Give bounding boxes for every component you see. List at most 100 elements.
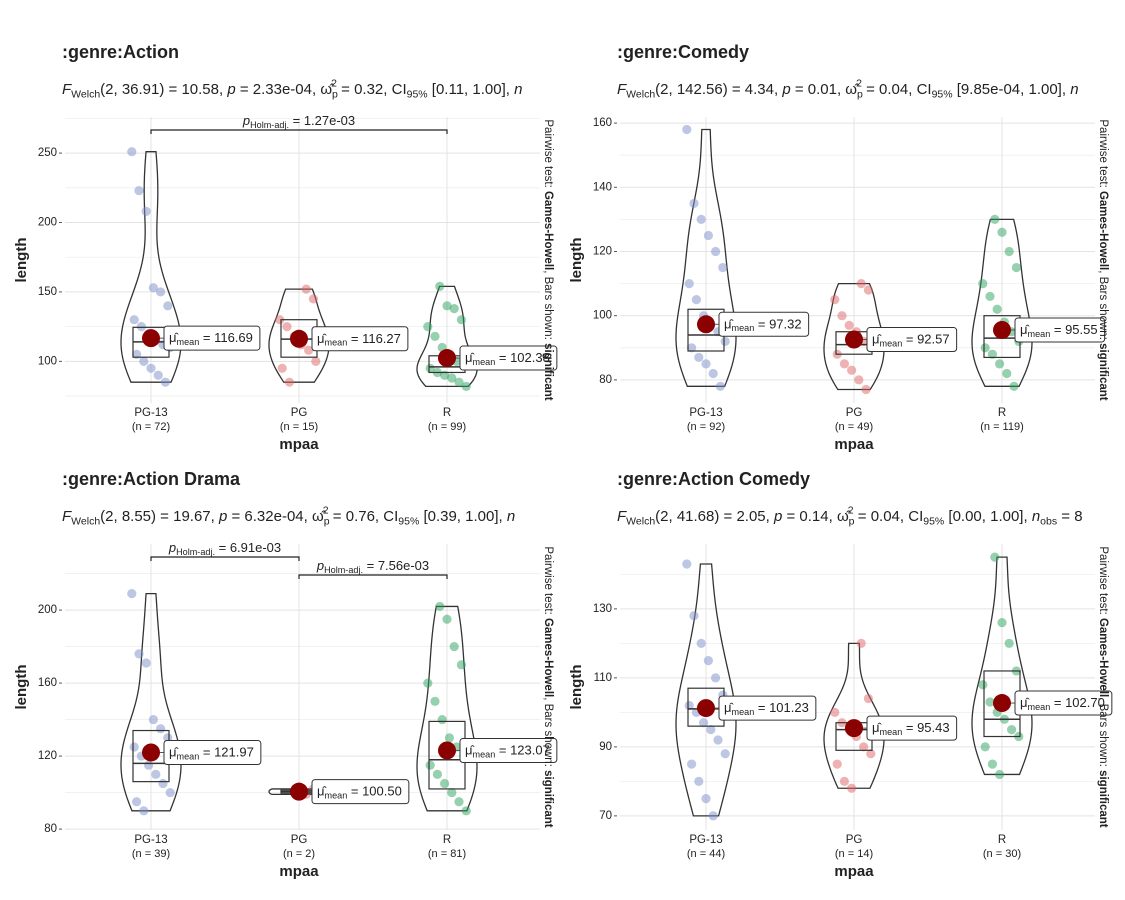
data-point [1002,368,1012,379]
mean-label: μ̂mean = 95.55 [1020,322,1098,339]
y-tick-label: 90 [599,741,612,753]
data-point [682,559,692,569]
mean-point [845,330,863,349]
mean-label: μ̂mean = 95.43 [872,721,950,738]
data-point [440,778,450,789]
x-axis-title: mpaa [279,436,319,453]
text-part: mean [732,707,755,717]
data-point [856,278,866,289]
n-label: (n = 14) [835,848,873,860]
data-point [454,797,464,807]
text-part: mean [880,339,903,349]
text-part: μ̂ [872,332,882,347]
data-point [277,363,287,373]
data-point [275,315,285,325]
data-point [423,322,433,332]
n-label: (n = 49) [835,421,873,433]
data-point [985,697,995,707]
mean-value: 95.55 [1065,322,1098,337]
data-point [837,311,847,321]
data-point [687,343,697,353]
text-part: Pairwise test: [542,546,554,618]
mean-label-box [311,779,410,805]
significance-bracket [298,574,448,579]
text-part: [0.39, 1.00], [419,508,507,525]
data-point [863,285,874,295]
y-tick-label: 200 [38,217,57,229]
text-part: mean [1028,702,1051,712]
text-part: F [617,508,627,525]
mean-value: 102.70 [1065,695,1105,710]
text-part: p [324,515,330,527]
y-tick-label: 200 [38,604,57,616]
y-tick-label: 100 [38,355,57,367]
text-part: mean [1028,329,1051,339]
mean-value: 123.07 [510,743,550,758]
text-part: Pairwise test: [542,119,554,191]
data-point [854,375,864,385]
data-point [684,700,694,711]
data-point [715,381,726,391]
text-part: mean [473,357,496,367]
data-point [866,749,876,759]
text-part: F [617,81,627,98]
data-point [151,769,161,779]
mean-label-box [866,327,958,353]
y-tick-label: 160 [38,677,57,689]
text-part: Holm-adj. [324,565,363,575]
text-part: = [347,784,362,799]
data-point [449,641,459,652]
data-point [430,696,440,706]
text-part: = 0.04, CI [862,81,932,98]
data-point [682,124,692,135]
n-label: (n = 44) [687,848,725,860]
text-part: n [507,508,515,525]
text-part: = 7.56e-03 [363,558,429,573]
data-point [141,658,151,668]
text-part: p [332,88,338,100]
text-part: μ̂ [1020,322,1030,337]
text-part: = 6.91e-03 [215,540,281,555]
mean-value: 95.43 [917,721,950,736]
mean-value: 121.97 [214,745,254,760]
data-point [978,680,988,690]
text-part: Games-Howell [1097,618,1109,697]
text-part: n [1032,508,1040,525]
n-label: (n = 39) [132,848,170,860]
x-tick-label: R [998,407,1006,419]
violin [823,282,885,391]
text-part: [0.11, 1.00], [428,81,514,98]
data-point [830,707,840,717]
text-part: Welch [626,515,655,527]
panel-title: :genre:Comedy [617,42,749,62]
text-part: mean [732,324,755,334]
text-part: Games-Howell [1097,191,1109,270]
text-part: mean [325,338,348,348]
caption: Pairwise test: Games-Howell, Bars shown:… [542,119,554,400]
x-tick-label: R [998,834,1006,846]
data-point [437,714,447,725]
data-point [990,214,1000,224]
data-point [987,759,998,769]
text-part: p [168,540,176,555]
significance-label: pHolm-adj. = 1.27e-03 [242,113,355,130]
data-point [301,284,311,294]
text-part: n [1070,81,1078,98]
text-part: = [1050,322,1065,337]
mean-value: 101.23 [769,701,809,716]
mean-label-box [311,326,409,352]
mean-point [697,315,715,334]
data-point [720,336,730,346]
y-tick-label: 150 [38,286,57,298]
data-point [696,214,706,224]
data-point [689,611,699,621]
y-tick-label: 80 [44,823,57,835]
data-point [711,673,721,683]
data-point [148,283,158,293]
text-part: ω̂ [845,81,860,98]
y-axis-title: length [13,238,30,283]
mean-point [290,782,308,801]
data-point [995,769,1005,780]
text-part: Welch [71,88,100,100]
data-point [304,345,314,355]
